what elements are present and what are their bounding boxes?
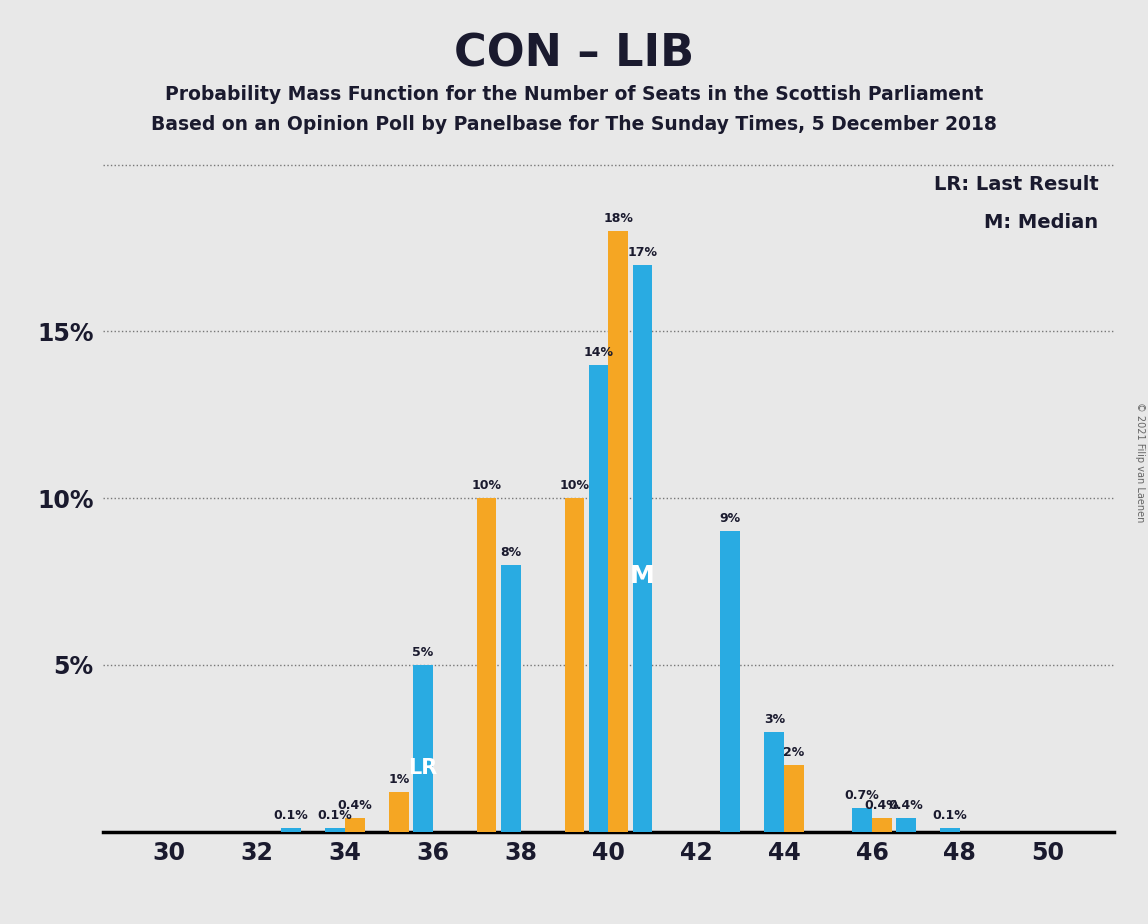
- Text: 14%: 14%: [583, 346, 613, 359]
- Bar: [633, 264, 652, 832]
- Text: 1%: 1%: [388, 772, 410, 785]
- Bar: [852, 808, 872, 832]
- Text: 0.1%: 0.1%: [273, 809, 309, 822]
- Bar: [784, 765, 804, 832]
- Bar: [565, 498, 584, 832]
- Text: 2%: 2%: [783, 746, 805, 759]
- Text: 10%: 10%: [559, 479, 589, 492]
- Text: 9%: 9%: [720, 513, 740, 526]
- Text: 18%: 18%: [604, 213, 634, 225]
- Text: Probability Mass Function for the Number of Seats in the Scottish Parliament: Probability Mass Function for the Number…: [165, 85, 983, 104]
- Text: 0.4%: 0.4%: [864, 799, 899, 812]
- Bar: [940, 828, 960, 832]
- Text: 5%: 5%: [412, 646, 434, 659]
- Bar: [325, 828, 344, 832]
- Bar: [281, 828, 301, 832]
- Text: 0.1%: 0.1%: [318, 809, 352, 822]
- Bar: [872, 819, 892, 832]
- Text: 0.7%: 0.7%: [845, 789, 879, 802]
- Bar: [608, 231, 628, 832]
- Text: 0.4%: 0.4%: [338, 799, 372, 812]
- Text: 8%: 8%: [501, 546, 521, 559]
- Text: 0.4%: 0.4%: [889, 799, 923, 812]
- Text: 3%: 3%: [763, 712, 785, 725]
- Bar: [897, 819, 916, 832]
- Bar: [413, 665, 433, 832]
- Text: 10%: 10%: [472, 479, 502, 492]
- Text: 17%: 17%: [628, 246, 658, 259]
- Bar: [476, 498, 496, 832]
- Text: LR: Last Result: LR: Last Result: [933, 176, 1099, 194]
- Bar: [721, 531, 740, 832]
- Text: M: M: [630, 565, 654, 589]
- Bar: [344, 819, 365, 832]
- Bar: [501, 565, 520, 832]
- Bar: [589, 365, 608, 832]
- Text: M: Median: M: Median: [984, 213, 1099, 232]
- Text: © 2021 Filip van Laenen: © 2021 Filip van Laenen: [1135, 402, 1145, 522]
- Bar: [389, 792, 409, 832]
- Text: Based on an Opinion Poll by Panelbase for The Sunday Times, 5 December 2018: Based on an Opinion Poll by Panelbase fo…: [152, 115, 996, 134]
- Text: 0.1%: 0.1%: [932, 809, 968, 822]
- Bar: [765, 732, 784, 832]
- Text: CON – LIB: CON – LIB: [453, 32, 695, 76]
- Text: LR: LR: [409, 759, 437, 778]
